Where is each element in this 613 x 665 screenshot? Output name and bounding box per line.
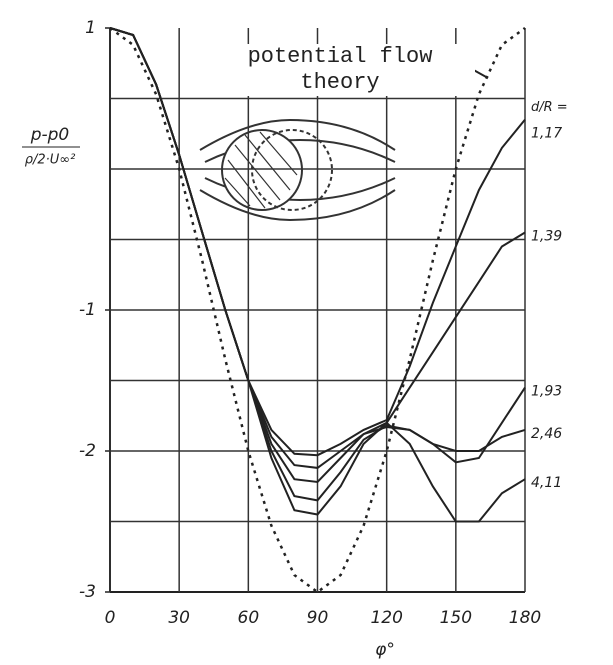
y-tick-label: -2 [79,441,96,461]
y-tick-label: 1 [85,18,96,38]
y-tick-label: -3 [79,582,96,602]
y-label-bottom: ρ/2·U∞² [25,153,76,168]
data-line [109,26,526,594]
x-label: φ° [375,640,395,660]
series-label: 1,93 [531,384,562,400]
x-tick-label: 30 [168,608,190,628]
x-tick-label: 150 [440,608,472,628]
series-label: 1,17 [531,126,562,142]
x-tick-label: 120 [370,608,402,628]
series-label: 4,11 [531,475,562,491]
series-label: 2,46 [531,426,562,442]
x-tick-label: 0 [105,608,116,628]
cylinder-sketch [199,118,396,222]
ratio-label: d/R = [531,100,568,115]
x-tick-label: 180 [509,608,541,628]
x-tick-label: 90 [307,608,329,628]
y-label-top: p-p0 [30,125,70,145]
x-tick-label: 60 [238,608,260,628]
annotation: potential flow theory [205,44,475,96]
y-tick-label: -1 [79,300,96,320]
data-line [109,27,526,523]
series-label: 1,39 [531,228,562,244]
